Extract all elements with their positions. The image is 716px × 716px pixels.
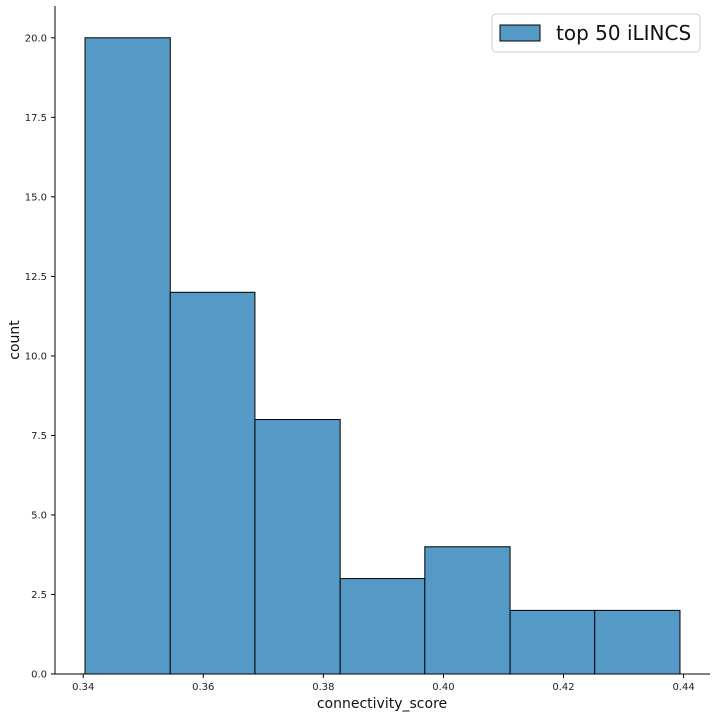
histogram-bars [84, 37, 681, 675]
histogram-bar-6 [594, 609, 681, 675]
y-tick-label-7: 17.5 [25, 113, 47, 124]
histogram-bar-4 [424, 546, 511, 675]
histogram-bar-3 [339, 578, 426, 675]
y-tick-label-3: 7.5 [31, 431, 47, 442]
y-tick-label-8: 20.0 [25, 33, 47, 44]
y-ticks: 0.0 2.5 5.0 7.5 10.0 12.5 15.0 17.5 20.0 [25, 33, 55, 681]
x-tick-label-2: 0.38 [312, 682, 334, 693]
x-ticks: 0.34 0.36 0.38 0.40 0.42 0.44 [72, 674, 695, 693]
y-tick-label-0: 0.0 [31, 670, 47, 681]
legend-frame [491, 13, 701, 53]
histogram-bar-0 [84, 37, 171, 675]
x-tick-label-3: 0.40 [432, 682, 454, 693]
x-tick-label-4: 0.42 [552, 682, 574, 693]
histogram-bar-5 [509, 609, 596, 675]
y-axis-title: count [7, 320, 23, 360]
x-tick-label-5: 0.44 [672, 682, 694, 693]
y-tick-label-2: 5.0 [31, 510, 47, 521]
y-tick-label-1: 2.5 [31, 590, 47, 601]
y-tick-label-6: 15.0 [25, 192, 47, 203]
legend-label: top 50 iLINCS [556, 21, 691, 45]
x-axis-title: connectivity_score [317, 696, 447, 712]
histogram-bar-2 [254, 419, 341, 675]
x-tick-label-0: 0.34 [72, 682, 94, 693]
histogram-bar-1 [169, 291, 256, 675]
y-tick-label-5: 12.5 [25, 272, 47, 283]
legend-swatch [499, 24, 541, 42]
legend: top 50 iLINCS [491, 13, 701, 53]
x-tick-label-1: 0.36 [192, 682, 214, 693]
y-tick-label-4: 10.0 [25, 351, 47, 362]
